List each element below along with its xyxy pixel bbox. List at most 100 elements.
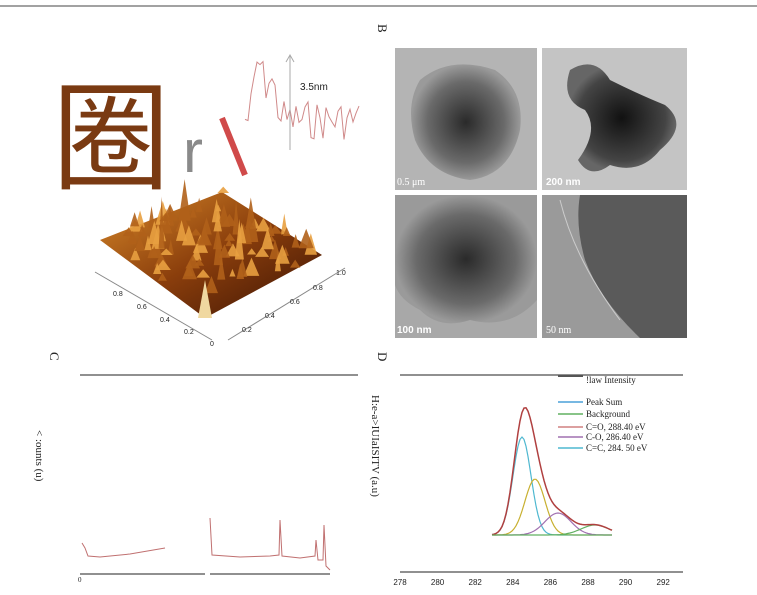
legend-entry: !law Intensity	[586, 375, 636, 385]
spike	[175, 214, 191, 232]
spike	[175, 220, 188, 241]
legend-entry: C=O, 288.40 eV	[586, 422, 646, 432]
spike	[155, 259, 171, 270]
spike	[159, 248, 173, 256]
spike	[181, 225, 196, 246]
scale-bar: 100 nm	[397, 325, 432, 336]
spike	[150, 246, 159, 257]
scale-bar: 200 nm	[546, 177, 581, 188]
spike	[127, 230, 137, 243]
afm-surface	[94, 179, 346, 341]
spike	[201, 217, 212, 235]
spike	[268, 225, 282, 234]
spike	[190, 228, 202, 236]
front-axis: 0.8 0.6 0.4 0.2 0	[113, 291, 214, 348]
spike	[137, 224, 147, 237]
spike	[243, 197, 259, 243]
spike	[130, 247, 141, 261]
path-shape	[567, 64, 677, 172]
spike	[217, 204, 231, 227]
panel-label: B	[375, 24, 390, 33]
x-tick-label: 280	[431, 578, 445, 587]
legend-entry: Background	[586, 409, 630, 419]
spike	[236, 262, 245, 279]
x-tick-label: 278	[393, 578, 407, 587]
spike	[185, 254, 201, 269]
axis-label: 1.0	[336, 270, 346, 277]
axis-label: 0.6	[137, 304, 147, 311]
x-tick-label: 282	[469, 578, 483, 587]
spike	[148, 205, 155, 228]
spike	[178, 179, 191, 221]
y-label: H:e-a>IUIaISITV (a.u)	[369, 395, 381, 497]
spike	[144, 235, 152, 251]
letter: r	[183, 118, 203, 185]
spike	[196, 269, 211, 278]
axis-label: 0.4	[265, 313, 275, 320]
spike	[247, 248, 257, 255]
spike	[282, 227, 291, 236]
axis-label: 0	[210, 341, 214, 348]
spike	[157, 272, 167, 281]
spike	[218, 244, 231, 258]
spike	[224, 233, 236, 241]
spike	[195, 197, 203, 212]
scale-bar: 50 nm	[546, 325, 572, 336]
path-shape	[411, 64, 521, 180]
spike	[198, 280, 212, 318]
spike	[274, 244, 290, 264]
xps-curves	[491, 406, 613, 536]
spike	[217, 186, 230, 194]
spike	[291, 234, 300, 248]
spike	[191, 244, 202, 261]
spike	[261, 227, 274, 250]
x-tick-label: 290	[619, 578, 633, 587]
spike	[213, 226, 223, 250]
x-tick-label: 288	[581, 578, 595, 587]
axis	[94, 271, 213, 341]
legend-entry: C-O, 286.40 eV	[586, 432, 644, 442]
spike	[237, 222, 247, 244]
spike	[122, 227, 135, 237]
spike	[167, 239, 174, 255]
component-curve	[492, 524, 613, 536]
spike	[215, 204, 222, 212]
spike	[204, 275, 219, 294]
path-shape	[395, 195, 537, 324]
height-profile	[244, 60, 360, 140]
spike	[298, 228, 314, 249]
spike	[243, 257, 260, 276]
glyph: 圈	[52, 75, 170, 206]
spectrum-trace	[209, 517, 331, 571]
panel-label: D	[375, 352, 390, 361]
spike	[255, 246, 270, 257]
legend-entry: C=C, 284. 50 eV	[586, 443, 648, 453]
axis-label: 0.4	[160, 317, 170, 324]
axis-label: 0.8	[113, 291, 123, 298]
scale-bar: 0.5 μm	[397, 177, 425, 188]
spike	[232, 200, 240, 235]
axis	[227, 267, 346, 341]
spike	[269, 239, 282, 260]
spike	[158, 196, 165, 249]
profile-label: 3.5nm	[300, 82, 328, 93]
spike	[130, 212, 140, 227]
spike	[229, 268, 236, 277]
tem-images	[395, 48, 687, 338]
spectrum-trace	[81, 542, 166, 558]
spike	[159, 212, 172, 222]
spike	[255, 217, 271, 232]
spike	[198, 229, 212, 246]
path-shape	[578, 195, 687, 338]
profile-arrow-head	[285, 53, 295, 63]
path-shape	[559, 199, 621, 321]
spike	[225, 239, 233, 247]
legend: !law Intensity Peak Sum Background C=O, 288…	[558, 375, 648, 453]
sum-curve	[491, 406, 613, 536]
slash	[219, 116, 248, 177]
x-ticks: 278 280 282 284 286 288 290 292	[393, 578, 670, 587]
legend-entry: Peak Sum	[586, 397, 622, 407]
axis-label: 0.6	[290, 299, 300, 306]
axis-label: 0.2	[242, 327, 252, 334]
